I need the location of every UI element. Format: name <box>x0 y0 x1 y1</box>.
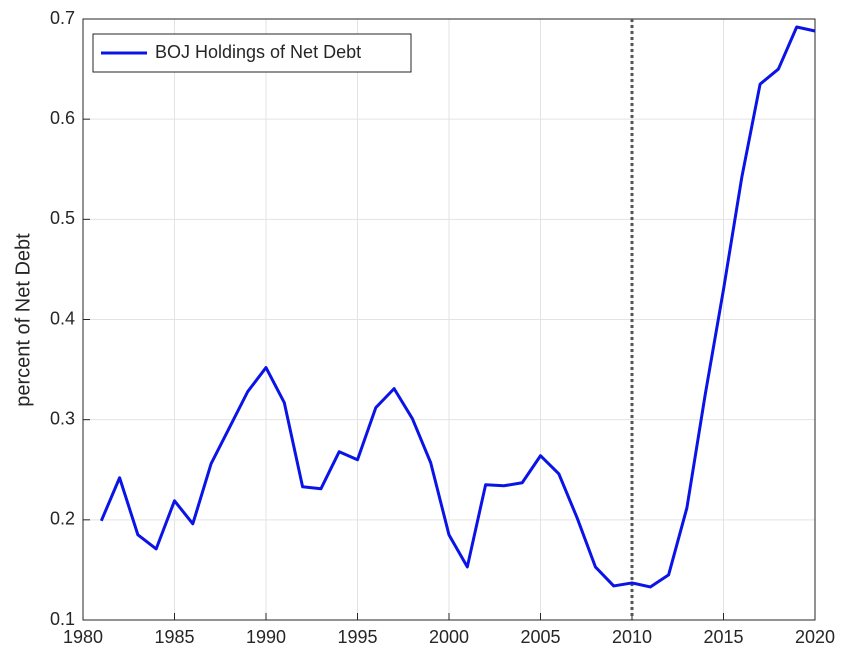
x-tick-label: 2000 <box>429 627 469 647</box>
y-tick-label: 0.4 <box>50 308 75 328</box>
x-tick-label: 2020 <box>795 627 835 647</box>
x-tick-label: 1980 <box>63 627 103 647</box>
y-tick-label: 0.7 <box>50 8 75 28</box>
x-tick-label: 1985 <box>154 627 194 647</box>
legend-label: BOJ Holdings of Net Debt <box>155 42 361 62</box>
x-tick-label: 2005 <box>520 627 560 647</box>
y-tick-label: 0.6 <box>50 108 75 128</box>
y-tick-label: 0.2 <box>50 509 75 529</box>
x-tick-label: 1995 <box>337 627 377 647</box>
y-tick-label: 0.1 <box>50 609 75 629</box>
plot-frame <box>82 18 816 621</box>
x-tick-label: 2015 <box>703 627 743 647</box>
x-tick-label: 1990 <box>246 627 286 647</box>
y-tick-label: 0.5 <box>50 208 75 228</box>
data-line <box>99 25 816 589</box>
y-axis-label: percent of Net Debt <box>12 233 34 407</box>
x-tick-label: 2010 <box>612 627 652 647</box>
y-tick-label: 0.3 <box>50 408 75 428</box>
